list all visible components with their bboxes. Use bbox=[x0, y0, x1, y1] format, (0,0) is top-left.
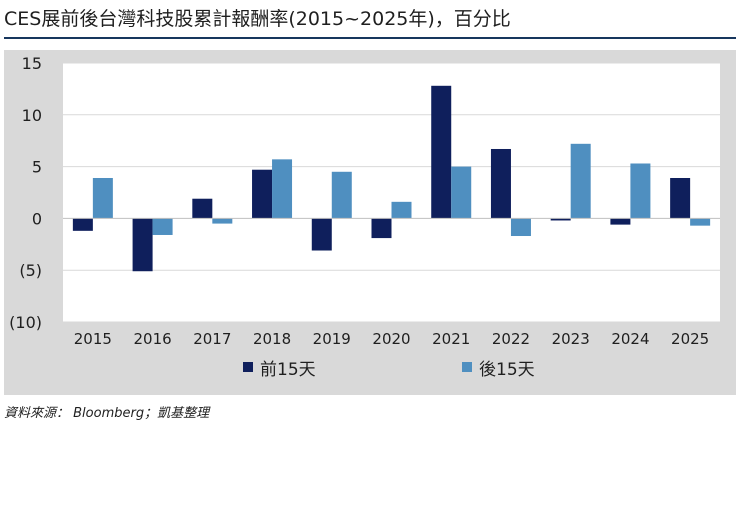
bar-before-2015 bbox=[72, 218, 93, 231]
y-tick-label: (10) bbox=[9, 313, 42, 332]
bar-before-2024 bbox=[610, 218, 631, 225]
bar-before-2016 bbox=[132, 218, 153, 272]
bar-after-2016 bbox=[152, 218, 173, 235]
bar-after-2021 bbox=[451, 166, 472, 219]
x-tick-label: 2017 bbox=[193, 330, 231, 348]
chart-title: CES展前後台灣科技股累計報酬率(2015~2025年)，百分比 bbox=[4, 8, 511, 30]
x-tick-label: 2015 bbox=[74, 330, 112, 348]
x-tick-label: 2021 bbox=[432, 330, 470, 348]
bar-before-2020 bbox=[371, 218, 392, 239]
bar-before-2025 bbox=[670, 177, 691, 219]
bar-before-2017 bbox=[192, 198, 213, 219]
bar-after-2015 bbox=[92, 177, 113, 219]
legend-label-1: 前15天 bbox=[260, 360, 316, 380]
legend-swatch-2 bbox=[462, 362, 472, 372]
bar-before-2021 bbox=[431, 85, 452, 219]
bar-after-2024 bbox=[630, 163, 651, 219]
x-tick-label: 2024 bbox=[611, 330, 649, 348]
bar-before-2023 bbox=[550, 218, 571, 221]
bar-after-2018 bbox=[272, 159, 293, 219]
bar-after-2019 bbox=[331, 171, 352, 219]
legend-label-2: 後15天 bbox=[479, 360, 535, 380]
bar-after-2020 bbox=[391, 201, 412, 219]
x-tick-label: 2019 bbox=[313, 330, 351, 348]
y-tick-label: 15 bbox=[22, 54, 42, 73]
y-tick-label: (5) bbox=[19, 261, 42, 280]
x-tick-label: 2018 bbox=[253, 330, 291, 348]
bar-before-2018 bbox=[252, 169, 273, 219]
x-tick-label: 2020 bbox=[372, 330, 410, 348]
x-tick-label: 2016 bbox=[133, 330, 171, 348]
x-tick-label: 2022 bbox=[492, 330, 530, 348]
source-note: 資料來源： Bloomberg；凱基整理 bbox=[4, 406, 210, 421]
bar-before-2019 bbox=[311, 218, 332, 251]
legend-swatch-1 bbox=[243, 362, 253, 372]
plot-area bbox=[63, 63, 720, 322]
x-tick-label: 2023 bbox=[552, 330, 590, 348]
bar-after-2025 bbox=[690, 218, 711, 226]
y-tick-label: 5 bbox=[32, 158, 42, 177]
title-divider bbox=[4, 37, 736, 39]
y-tick-label: 10 bbox=[22, 106, 42, 125]
x-tick-label: 2025 bbox=[671, 330, 709, 348]
y-tick-label: 0 bbox=[32, 209, 42, 228]
bar-after-2023 bbox=[570, 143, 591, 219]
bar-after-2022 bbox=[510, 218, 531, 237]
bar-before-2022 bbox=[490, 148, 511, 219]
bar-after-2017 bbox=[212, 218, 233, 224]
